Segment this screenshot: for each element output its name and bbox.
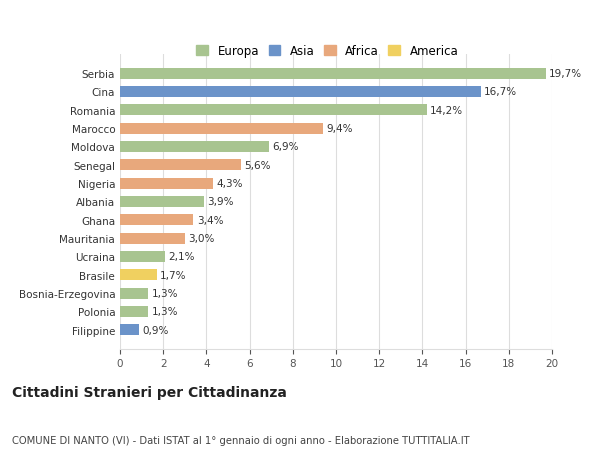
Text: 2,1%: 2,1% — [169, 252, 195, 262]
Bar — [120, 288, 148, 299]
Text: COMUNE DI NANTO (VI) - Dati ISTAT al 1° gennaio di ogni anno - Elaborazione TUTT: COMUNE DI NANTO (VI) - Dati ISTAT al 1° … — [12, 435, 470, 445]
Bar — [120, 325, 139, 336]
Bar — [120, 306, 148, 317]
Text: 1,3%: 1,3% — [151, 288, 178, 298]
Bar — [120, 160, 241, 171]
Bar — [120, 68, 545, 79]
Text: 19,7%: 19,7% — [549, 69, 582, 79]
Bar — [120, 233, 185, 244]
Bar — [120, 215, 193, 226]
Text: 4,3%: 4,3% — [216, 179, 242, 189]
Text: 14,2%: 14,2% — [430, 106, 463, 116]
Bar — [120, 105, 427, 116]
Text: 6,9%: 6,9% — [272, 142, 299, 152]
Bar — [120, 87, 481, 98]
Text: 1,3%: 1,3% — [151, 307, 178, 317]
Text: 5,6%: 5,6% — [244, 160, 271, 170]
Text: Cittadini Stranieri per Cittadinanza: Cittadini Stranieri per Cittadinanza — [12, 386, 287, 399]
Bar — [120, 252, 166, 263]
Text: 3,4%: 3,4% — [197, 215, 223, 225]
Bar — [120, 141, 269, 152]
Text: 0,9%: 0,9% — [143, 325, 169, 335]
Bar — [120, 269, 157, 280]
Text: 9,4%: 9,4% — [326, 124, 353, 134]
Text: 3,0%: 3,0% — [188, 234, 214, 244]
Legend: Europa, Asia, Africa, America: Europa, Asia, Africa, America — [191, 40, 463, 63]
Bar — [120, 123, 323, 134]
Text: 16,7%: 16,7% — [484, 87, 517, 97]
Text: 3,9%: 3,9% — [208, 197, 234, 207]
Bar — [120, 178, 213, 189]
Text: 1,7%: 1,7% — [160, 270, 187, 280]
Bar — [120, 196, 204, 207]
